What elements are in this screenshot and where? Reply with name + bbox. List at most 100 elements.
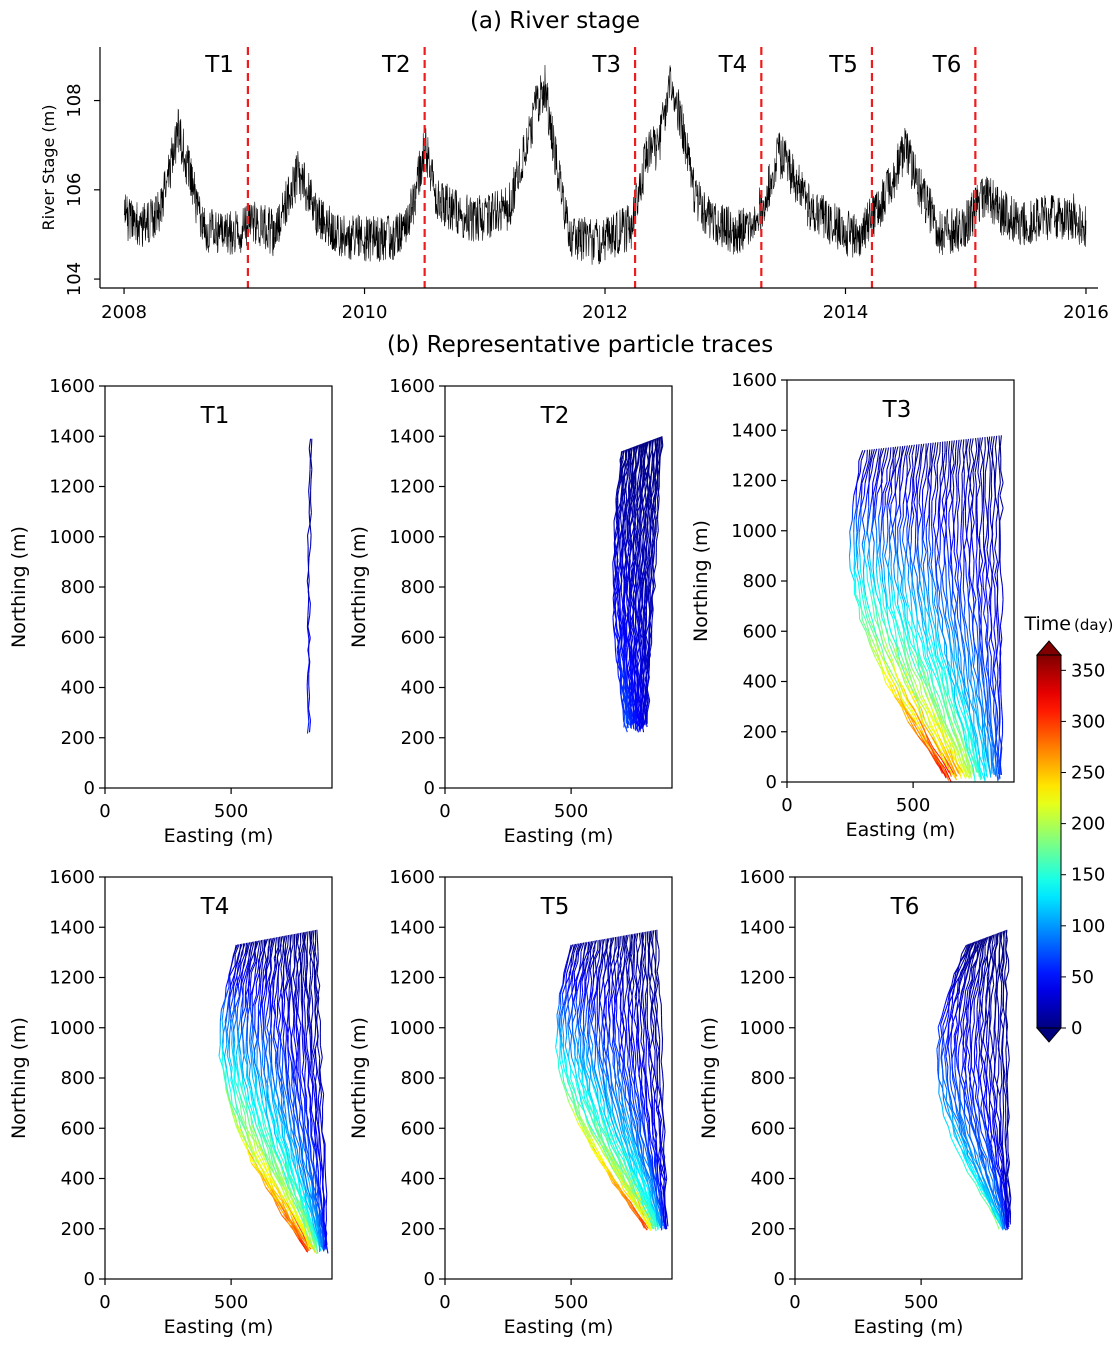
panel-label-t2: T2 <box>540 403 570 429</box>
particle-trace-segment <box>934 590 936 603</box>
particle-trace-segment <box>571 1036 572 1047</box>
particle-trace-segment <box>638 627 639 638</box>
particle-trace-segment <box>897 541 898 554</box>
particle-trace-segment <box>951 538 953 551</box>
particle-trace-segment <box>933 525 935 538</box>
particle-trace-segment <box>984 535 986 548</box>
particle-trace-segment <box>264 1089 266 1101</box>
particle-trace-segment <box>636 638 637 649</box>
particle-trace-segment <box>993 666 994 679</box>
particle-trace-segment <box>969 550 970 563</box>
particle-trace-segment <box>926 540 927 553</box>
particle-trace-segment <box>908 528 909 541</box>
particle-trace-segment <box>968 511 969 524</box>
particle-trace-segment <box>997 656 998 670</box>
particle-trace-segment <box>984 448 985 460</box>
particle-trace-segment <box>929 618 930 631</box>
particle-trace-segment <box>971 449 974 461</box>
particle-trace-segment <box>309 685 310 697</box>
particle-trace-segment <box>648 511 649 522</box>
particle-trace-segment <box>310 1147 311 1160</box>
particle-trace-segment <box>973 574 974 587</box>
particle-trace-segment <box>992 535 993 548</box>
particle-trace-segment <box>995 642 996 656</box>
particle-trace-segment <box>320 1045 322 1057</box>
particle-trace-segment <box>596 970 597 981</box>
particle-trace-segment <box>986 575 987 588</box>
particle-trace-segment <box>308 536 309 547</box>
y-tick-label: 200 <box>61 728 95 749</box>
particle-trace-segment <box>322 1119 323 1131</box>
x-tick-label: 0 <box>781 795 792 816</box>
particle-trace-segment <box>288 1061 289 1073</box>
particle-trace-segment <box>307 722 308 734</box>
particle-trace-segment <box>265 981 266 992</box>
particle-trace-segment <box>315 1023 316 1035</box>
particle-trace-segment <box>260 940 261 950</box>
particle-trace-segment <box>879 567 880 580</box>
particle-trace-segment <box>309 448 310 458</box>
particle-trace-segment <box>306 1157 307 1169</box>
particle-trace-segment <box>994 628 996 641</box>
particle-trace-segment <box>613 598 614 609</box>
particle-trace-segment <box>240 1007 241 1018</box>
particle-trace-segment <box>953 475 954 487</box>
particle-trace-segment <box>920 478 922 490</box>
particle-trace-segment <box>562 1071 563 1082</box>
particle-trace-segment <box>633 538 634 549</box>
particle-trace-segment <box>961 523 962 536</box>
particle-trace-segment <box>300 1025 301 1037</box>
particle-trace-segment <box>906 554 909 567</box>
particle-trace-segment <box>889 582 890 595</box>
particle-trace-segment <box>260 1053 261 1065</box>
particle-trace-segment <box>309 697 310 709</box>
particle-trace-segment <box>976 523 977 536</box>
particle-trace-segment <box>266 1042 268 1054</box>
y-tick-label: 400 <box>401 678 435 699</box>
particle-trace-segment <box>977 626 978 639</box>
particle-trace-segment <box>912 445 914 456</box>
particle-trace-segment <box>939 513 940 526</box>
particle-trace-segment <box>227 1043 228 1055</box>
particle-trace-segment <box>985 460 987 472</box>
particle-trace-segment <box>958 656 960 669</box>
particle-trace-segment <box>568 1046 569 1057</box>
particle-trace-segment <box>919 503 922 516</box>
particle-trace-segment <box>250 1030 251 1042</box>
particle-trace-segment <box>881 519 882 532</box>
particle-trace-segment <box>258 1029 259 1041</box>
particle-trace-segment <box>284 1003 285 1015</box>
particle-trace-segment <box>298 1013 301 1025</box>
particle-trace-segment <box>624 477 625 487</box>
particle-trace-segment <box>993 459 995 471</box>
particle-trace-segment <box>856 484 857 496</box>
particle-trace-segment <box>955 604 957 617</box>
particle-trace-segment <box>220 1010 221 1021</box>
particle-trace-segment <box>565 1046 568 1057</box>
particle-trace-segment <box>976 562 977 575</box>
y-tick-label: 600 <box>61 627 95 648</box>
particle-trace-segment <box>966 576 968 589</box>
y-tick-label: 200 <box>743 722 777 743</box>
particle-trace-segment <box>586 1012 587 1023</box>
particle-trace-segment <box>964 658 965 672</box>
particle-trace-segment <box>633 516 634 527</box>
particle-trace-segment <box>255 951 256 962</box>
y-tick-label: 800 <box>61 1068 95 1089</box>
x-tick-label: 0 <box>439 801 450 822</box>
particle-trace-segment <box>649 511 650 522</box>
particle-trace-segment <box>903 468 904 480</box>
particle-trace-segment <box>932 629 934 642</box>
particle-trace-segment <box>264 1004 265 1016</box>
particle-trace-segment <box>975 461 977 473</box>
x-axis-label: Easting (m) <box>164 1316 274 1338</box>
panel-frame <box>105 386 332 788</box>
particle-trace-segment <box>936 553 938 566</box>
particle-trace-segment <box>227 1020 229 1032</box>
particle-trace-segment <box>305 942 307 953</box>
y-tick-label: 600 <box>61 1118 95 1139</box>
particle-trace-segment <box>239 1054 240 1066</box>
particle-trace-segment <box>935 538 936 551</box>
particle-trace-segment <box>925 454 926 466</box>
